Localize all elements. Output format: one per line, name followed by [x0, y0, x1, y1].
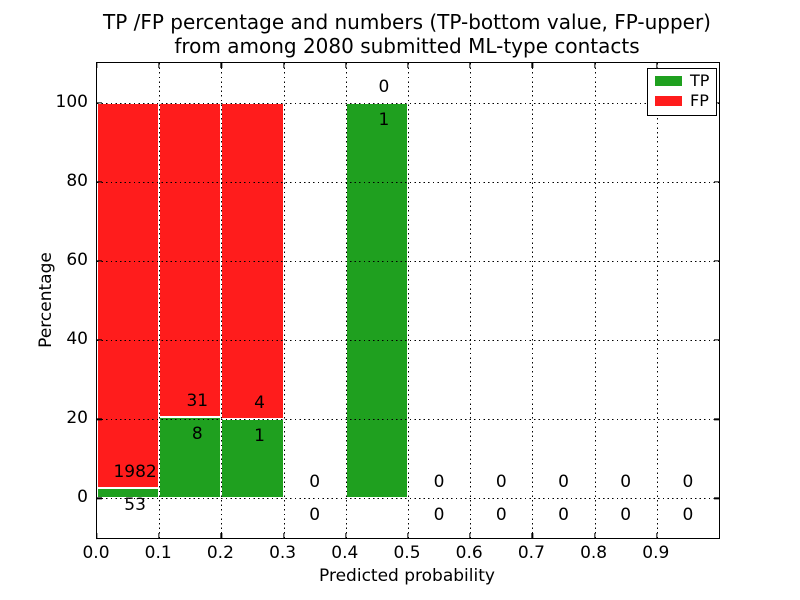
tp-count-label-8: 0: [620, 505, 632, 526]
plot-area: TP FP 1982 53 31 8 4 1 0 0 0 1 0 0 0 0 0 0 0 0 0 0: [96, 62, 720, 539]
y-tick-right-20: [714, 418, 719, 420]
legend-swatch-fp-icon: [655, 96, 682, 106]
fp-count-label-2: 4: [254, 393, 265, 414]
x-tick-label-0.7: 0.7: [517, 543, 545, 563]
x-tick-bottom-0.7: [531, 533, 534, 538]
x-tick-label-0.8: 0.8: [580, 543, 608, 563]
fp-count-label-3: 0: [309, 472, 321, 493]
x-tick-top-0.9: [656, 63, 658, 68]
bar-tp-4: [345, 102, 408, 499]
x-tick-top-0.8: [593, 63, 596, 68]
tp-count-label-0: 53: [124, 495, 146, 516]
legend-label-fp: FP: [690, 91, 709, 110]
x-axis-label: Predicted probability: [319, 566, 495, 586]
x-tick-top-0.6: [469, 63, 471, 68]
x-tick-top-0: [96, 63, 98, 68]
tp-count-label-1: 8: [191, 424, 203, 445]
x-tick-label-0.4: 0.4: [331, 543, 359, 563]
x-tick-label-0: 0.0: [82, 543, 110, 563]
tp-count-label-7: 0: [558, 505, 569, 526]
x-tick-bottom-0: [96, 533, 98, 538]
x-tick-bottom-0.9: [656, 533, 658, 538]
x-tick-bottom-0.4: [345, 533, 347, 538]
legend: TP FP: [647, 68, 717, 116]
tp-count-label-3: 0: [309, 505, 321, 526]
legend-label-tp: TP: [690, 71, 710, 90]
gridline-x-0.4: [345, 63, 347, 538]
tp-count-label-4: 1: [378, 109, 390, 130]
bar-tp-1: [159, 417, 222, 499]
y-tick-right-60: [714, 260, 719, 262]
fp-count-label-6: 0: [495, 472, 507, 493]
fp-count-label-7: 0: [558, 472, 569, 493]
x-tick-top-0.7: [531, 63, 534, 68]
y-tick-label-20: 20: [66, 408, 88, 429]
tp-count-label-9: 0: [682, 505, 694, 526]
x-tick-top-0.3: [282, 63, 285, 68]
fp-count-label-8: 0: [620, 472, 632, 493]
gridline-x-0.1: [159, 63, 161, 538]
gridline-x-0.6: [470, 63, 472, 538]
fp-count-label-5: 0: [433, 472, 445, 493]
tp-count-label-6: 0: [495, 505, 507, 526]
y-tick-label-0: 0: [77, 487, 88, 508]
x-tick-bottom-0.6: [469, 533, 471, 538]
x-tick-bottom-0.1: [158, 533, 160, 538]
gridline-x-0.8: [594, 63, 596, 538]
fp-count-label-1: 31: [186, 391, 209, 412]
gridline-x-0.2: [221, 63, 223, 538]
legend-item-tp: TP: [648, 71, 716, 91]
tp-count-label-2: 1: [254, 426, 265, 447]
chart-title-line-1: TP /FP percentage and numbers (TP-bottom…: [103, 10, 711, 34]
x-tick-bottom-0.5: [407, 533, 409, 538]
x-tick-label-0.3: 0.3: [269, 543, 297, 563]
fp-count-label-9: 0: [682, 472, 694, 493]
x-tick-top-0.4: [345, 63, 347, 68]
chart-title-line-2: from among 2080 submitted ML-type contac…: [174, 34, 640, 58]
y-tick-left-0: [97, 497, 102, 500]
x-tick-label-0.6: 0.6: [455, 543, 483, 563]
gridline-x-0.5: [408, 63, 409, 538]
x-tick-label-0.1: 0.1: [144, 543, 172, 563]
y-tick-left-80: [97, 181, 102, 183]
x-tick-label-0.5: 0.5: [393, 543, 421, 563]
chart-title: TP /FP percentage and numbers (TP-bottom…: [96, 10, 718, 58]
x-tick-top-0.2: [220, 63, 223, 68]
bar-fp-1: [159, 102, 222, 418]
y-tick-left-20: [97, 418, 102, 420]
gridline-x-0.7: [532, 63, 534, 538]
bar-tp-2: [221, 419, 284, 499]
bar-fp-0: [97, 102, 160, 489]
x-tick-label-0.2: 0.2: [206, 543, 234, 563]
y-tick-label-60: 60: [66, 249, 88, 270]
y-tick-right-80: [714, 181, 719, 183]
y-tick-left-100: [97, 101, 102, 104]
bar-tp-0: [97, 488, 160, 499]
x-tick-bottom-0.3: [282, 533, 285, 538]
y-tick-left-40: [97, 339, 102, 341]
y-tick-right-0: [714, 497, 719, 500]
y-tick-label-40: 40: [66, 329, 88, 350]
gridline-x-0.9: [656, 63, 658, 538]
y-tick-label-100: 100: [55, 91, 88, 112]
x-tick-top-0.5: [407, 63, 409, 68]
fp-count-label-4: 0: [378, 76, 390, 97]
y-tick-right-40: [714, 339, 719, 341]
y-tick-left-60: [97, 260, 102, 262]
x-tick-label-0.9: 0.9: [642, 543, 670, 563]
x-tick-bottom-0.8: [593, 533, 596, 538]
legend-item-fp: FP: [648, 91, 716, 111]
x-tick-bottom-0.2: [220, 533, 223, 538]
x-tick-top-0.1: [158, 63, 160, 68]
tp-count-label-5: 0: [433, 505, 445, 526]
legend-swatch-tp-icon: [655, 76, 682, 86]
y-tick-label-80: 80: [66, 170, 88, 191]
gridline-x-0.3: [283, 63, 285, 538]
fp-count-label-0: 1982: [113, 462, 157, 483]
